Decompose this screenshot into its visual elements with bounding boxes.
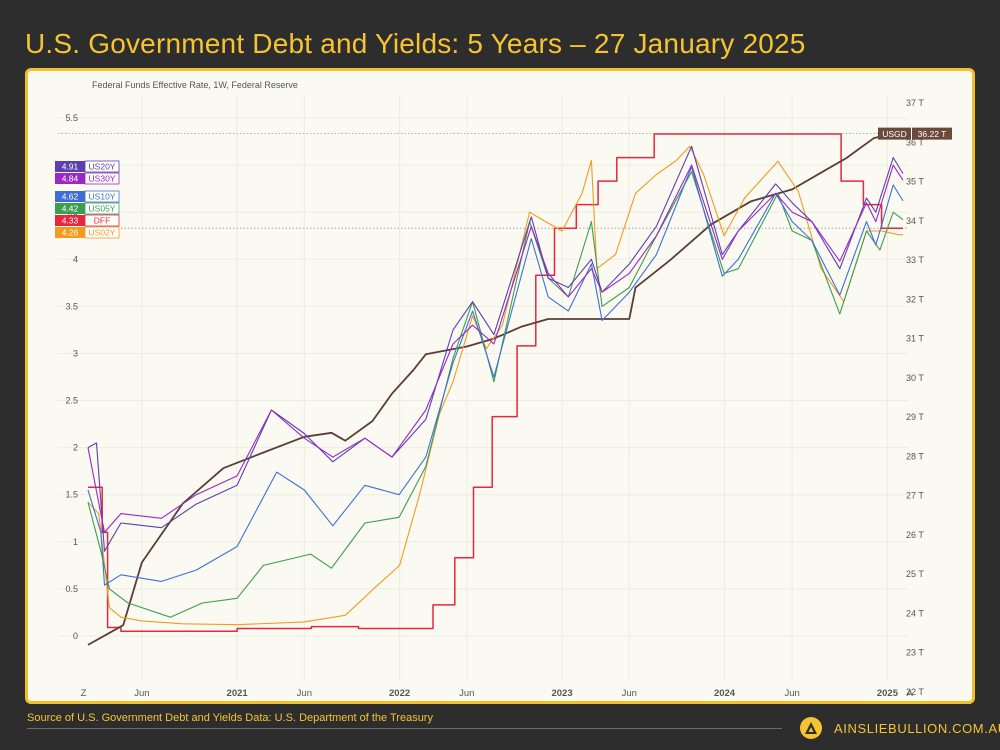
legend-name: US30Y (89, 174, 116, 184)
right-tick-label: 35 T (906, 177, 924, 187)
debt-label: USGD 36.22 T (878, 127, 952, 140)
axis-layer: 00.511.522.533.544.555.522 T23 T24 T25 T… (65, 98, 952, 699)
legend-value-box (55, 173, 85, 184)
legend-name-box (84, 226, 120, 239)
legend-value-box (55, 161, 85, 172)
legend-value-box (55, 215, 85, 226)
legend-value: 4.84 (62, 174, 79, 184)
legend-value: 4.62 (62, 192, 79, 202)
series-usgd (87, 132, 903, 646)
legend-name: US05Y (89, 204, 116, 214)
right-tick-label: 37 T (906, 98, 924, 108)
legend-name-box (84, 214, 120, 227)
right-tick-label: 30 T (906, 373, 924, 383)
legend-value: 4.33 (62, 216, 79, 226)
chart: 00.511.522.533.544.555.522 T23 T24 T25 T… (55, 80, 952, 699)
debt-label-value: 36.22 T (918, 129, 947, 139)
left-tick-label: 2 (73, 443, 78, 453)
brand-name: AINSLIEBULLION.COM.AU (834, 720, 1000, 736)
legend-value-box (55, 227, 85, 238)
x-tick-label: 2021 (227, 688, 249, 699)
legend-name: US20Y (89, 162, 116, 172)
series-layer (87, 132, 904, 646)
legend-value: 4.26 (62, 228, 79, 238)
debt-label-name: USGD (882, 129, 907, 139)
left-tick-label: 5.5 (65, 113, 78, 123)
series-us05y (87, 171, 904, 618)
right-tick-label: 27 T (906, 491, 924, 501)
right-tick-label: 34 T (906, 216, 924, 226)
x-tick-label: Jun (134, 688, 149, 699)
reference-lines (58, 133, 908, 229)
left-tick-label: 1 (73, 537, 78, 547)
source-note: Source of U.S. Government Debt and Yield… (27, 712, 433, 724)
right-tick-label: 26 T (906, 530, 924, 540)
legend-name: DFF (94, 216, 111, 226)
right-tick-label: 31 T (906, 334, 924, 344)
left-tick-label: 0.5 (65, 584, 78, 594)
debt-label-value-box (912, 127, 952, 140)
legend-value-box (55, 203, 85, 214)
page-title: U.S. Government Debt and Yields: 5 Years… (25, 28, 806, 59)
legend-name-box (84, 160, 120, 173)
series-us02y (87, 145, 903, 626)
x-tick-label: Jun (459, 688, 474, 699)
legend-item-us10y: 4.62 US10Y (55, 190, 120, 203)
footer-divider (27, 728, 782, 729)
legend-name-box (84, 190, 120, 203)
x-tick-label: 2022 (389, 688, 410, 699)
series-dff (88, 133, 903, 633)
legend-item-us20y: 4.91 US20Y (55, 160, 120, 173)
series-us20y (87, 145, 904, 552)
left-tick-label: 1.5 (65, 490, 78, 500)
legend-item-us30y: 4.84 US30Y (55, 172, 120, 185)
legend-name-box (84, 172, 120, 185)
right-tick-label: 22 T (906, 687, 924, 697)
legend-value-box (55, 191, 85, 202)
legend-item-us02y: 4.26 US02Y (55, 226, 120, 239)
legend-item-us05y: 4.42 US05Y (55, 202, 120, 215)
chart-panel: 00.511.522.533.544.555.522 T23 T24 T25 T… (25, 68, 975, 704)
right-tick-label: 29 T (906, 412, 924, 422)
left-tick-label: 0 (73, 631, 78, 641)
chart-title: Federal Funds Effective Rate, 1W, Federa… (92, 80, 298, 90)
x-tick-label: 2025 (877, 688, 899, 699)
x-tick-label: 2024 (714, 688, 736, 699)
x-tick-label: 2023 (551, 688, 572, 699)
left-tick-label: 3.5 (65, 301, 78, 311)
right-tick-label: 33 T (906, 255, 924, 265)
x-tick-label: A (907, 688, 914, 699)
legend-name-box (84, 202, 120, 215)
legend-value: 4.42 (62, 204, 79, 214)
legend-value: 4.91 (62, 162, 79, 172)
x-tick-label: Jun (297, 688, 312, 699)
brand-logo-icon (800, 717, 822, 739)
right-tick-label: 32 T (906, 294, 924, 304)
right-tick-label: 24 T (906, 608, 924, 618)
series-us10y (87, 166, 904, 586)
legend-item-dff: 4.33 DFF (55, 214, 120, 227)
series-us30y (87, 164, 904, 533)
right-tick-label: 25 T (906, 569, 924, 579)
grid-layer (58, 96, 908, 681)
right-tick-label: 36 T (906, 137, 924, 147)
right-tick-label: 23 T (906, 648, 924, 658)
x-tick-label: Jun (785, 688, 800, 699)
legend-name: US10Y (89, 192, 116, 202)
debt-label-name-box (878, 127, 911, 140)
left-tick-label: 3 (73, 348, 78, 358)
x-tick-label: Jun (622, 688, 637, 699)
x-tick-label: Z (81, 688, 87, 699)
left-tick-label: 2.5 (65, 396, 78, 406)
right-tick-label: 28 T (906, 451, 924, 461)
left-tick-label: 4 (73, 254, 78, 264)
legend-name: US02Y (89, 228, 116, 238)
brand[interactable]: AINSLIEBULLION.COM.AU (800, 717, 1000, 739)
